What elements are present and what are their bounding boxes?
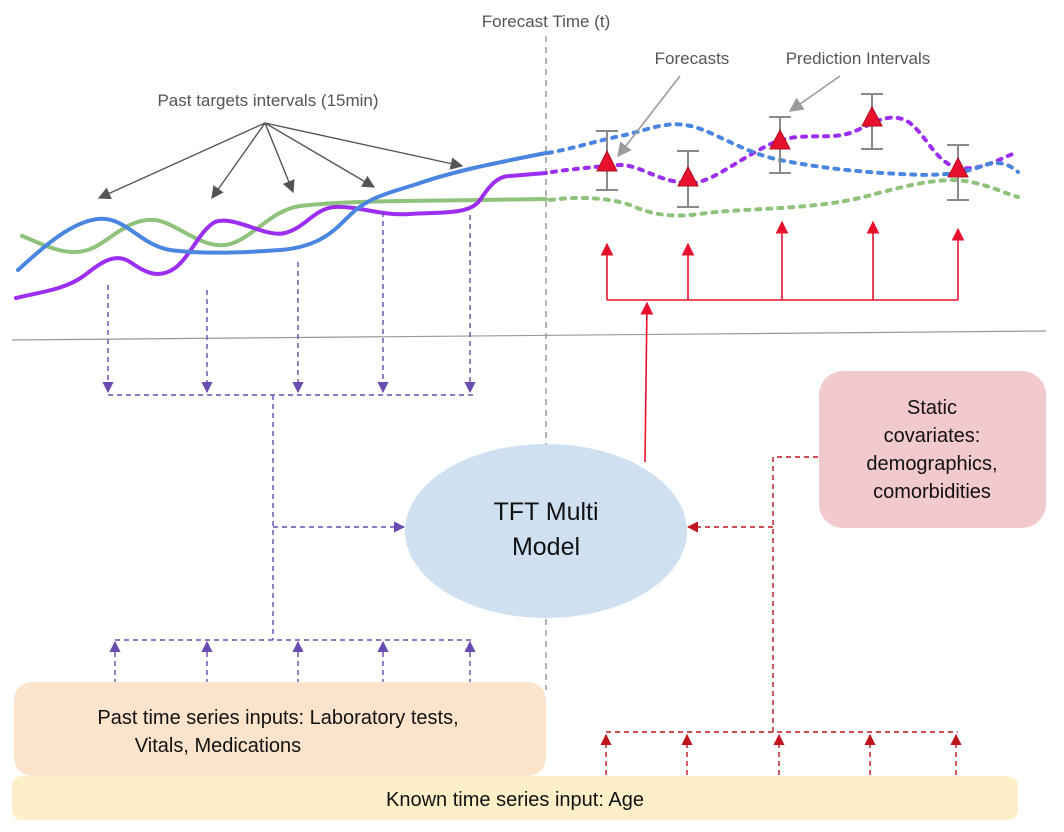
past-inputs-up-arrows: [109, 640, 476, 684]
past-inputs-box: [14, 682, 546, 776]
static-known-input-arrows: [600, 456, 962, 775]
static-covariates-line4: comorbidities: [873, 481, 991, 503]
forecast-series-purple: [550, 115, 1020, 186]
past-inputs-line2: Vitals, Medications: [135, 735, 301, 757]
past-series-blue: [16, 151, 548, 272]
static-covariates-line3: demographics,: [866, 453, 997, 475]
past-series-green: [20, 197, 548, 255]
prediction-intervals-label: Prediction Intervals: [786, 49, 931, 68]
known-input-label: Known time series input: Age: [386, 789, 644, 811]
forecasts-pointer: [617, 75, 681, 158]
forecast-series-blue: [546, 122, 1020, 177]
past-targets-down-arrows: [102, 212, 476, 641]
model-output-arrows: [600, 220, 965, 463]
known-input-box: [12, 776, 1018, 820]
time-axis-line: [11, 330, 1047, 341]
static-covariates-line1: Static: [907, 397, 957, 419]
tft-model-label-line2: Model: [512, 533, 580, 561]
forecast-series-green: [548, 177, 1020, 218]
static-covariates-line2: covariates:: [884, 425, 981, 447]
tft-model-label-line1: TFT Multi: [493, 498, 598, 526]
forecasts-label: Forecasts: [655, 49, 730, 68]
past-inputs-line1: Past time series inputs: Laboratory test…: [97, 707, 458, 729]
static-covariates-box: [819, 371, 1046, 528]
forecast-markers: [596, 105, 969, 187]
past-series-purple: [14, 171, 548, 300]
prediction-intervals-pointer: [788, 75, 841, 112]
past-targets-label: Past targets intervals (15min): [157, 91, 378, 110]
tft-model-node: [405, 444, 687, 618]
past-targets-pointers: [97, 122, 464, 200]
forecast-time-label: Forecast Time (t): [482, 12, 610, 31]
